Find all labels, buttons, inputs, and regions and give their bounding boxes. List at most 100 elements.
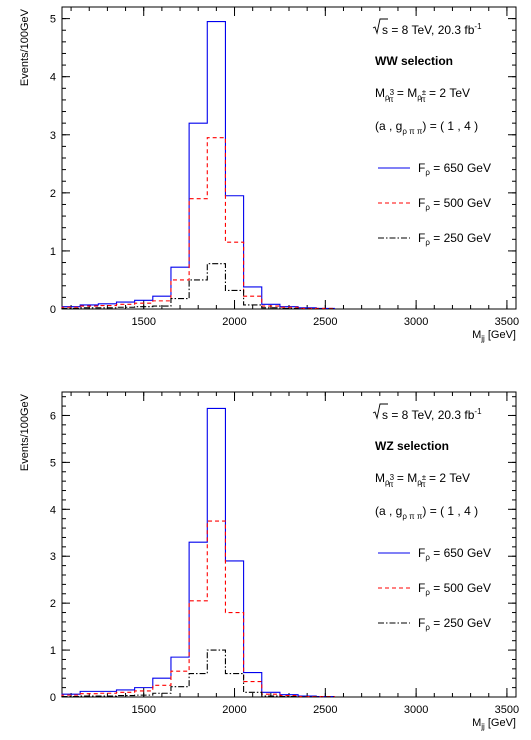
coupling-label: (a , gρ π π) = ( 1 , 4 ) — [375, 119, 478, 136]
mass-label: Mρ3 π = Mρ± π = 2 TeV — [375, 86, 470, 104]
histogram-series-1 — [61, 20, 335, 309]
energy-s: s — [382, 408, 388, 422]
y-tick-label: 1 — [50, 645, 56, 657]
legend-val: = 250 GeV — [430, 616, 491, 630]
legend-F: F — [418, 581, 425, 595]
histogram-series-2 — [61, 520, 335, 698]
legend-F: F — [418, 196, 425, 210]
histogram-series-3 — [61, 263, 335, 310]
mass-sub1b: π — [388, 480, 394, 489]
legend-label-1: Fρ = 650 GeV — [418, 546, 491, 562]
y-tick-label: 3 — [50, 551, 56, 563]
x-tick-label: 2000 — [222, 316, 246, 328]
coupling-post: ) = ( 1 , 4 ) — [422, 119, 478, 133]
legend-sub: ρ — [425, 623, 430, 632]
plot-frame — [61, 391, 517, 698]
energy-label: s = 8 TeV, 20.3 fb-1 — [382, 22, 482, 37]
mass-M1: M — [375, 86, 385, 100]
y-tick-label: 6 — [50, 410, 56, 422]
mass-val: = 2 TeV — [426, 471, 470, 485]
mass-sub2b: π — [420, 480, 426, 489]
mass-M2: = M — [394, 471, 418, 485]
x-tick-label: 2500 — [313, 704, 337, 716]
coupling-post: ) = ( 1 , 4 ) — [422, 504, 478, 518]
mass-sub2b: π — [420, 95, 426, 104]
histogram-series-1 — [61, 407, 335, 698]
mass-M2: = M — [394, 86, 418, 100]
selection-label: WZ selection — [375, 439, 449, 453]
y-axis-label: Events/100GeV — [19, 8, 31, 86]
y-tick-label: 2 — [50, 598, 56, 610]
chart-panel-1: 0 1 2 3 4 5 1500 2000 2500 3000 3500 Events/100GeV M… — [19, 6, 519, 343]
legend-val: = 500 GeV — [430, 196, 491, 210]
coupling-pre: (a , g — [375, 119, 402, 133]
x-tick-label: 3000 — [404, 704, 428, 716]
legend-sub: ρ — [425, 553, 430, 562]
y-tick-label: 3 — [50, 130, 56, 142]
y-tick-label: 5 — [50, 14, 56, 26]
histogram-series-2 — [61, 137, 335, 309]
legend-label-3: Fρ = 250 GeV — [418, 231, 491, 247]
x-axis-label-sub: jj — [480, 334, 485, 343]
y-tick-label: 1 — [50, 246, 56, 258]
y-axis-label: Events/100GeV — [19, 393, 31, 471]
x-axis-label: Mjj [GeV] — [472, 329, 516, 343]
y-tick-label: 2 — [50, 188, 56, 200]
mass-val: = 2 TeV — [426, 86, 470, 100]
legend-sub: ρ — [425, 168, 430, 177]
x-axis-label-unit: [GeV] — [485, 717, 516, 729]
legend-label-1: Fρ = 650 GeV — [418, 161, 491, 177]
x-axis-label-unit: [GeV] — [485, 329, 516, 341]
mass-label: Mρ3 π = Mρ± π = 2 TeV — [375, 471, 470, 489]
mass-sub1b: π — [388, 95, 394, 104]
legend-sub: ρ — [425, 203, 430, 212]
mass-M1: M — [375, 471, 385, 485]
x-axis-label: Mjj [GeV] — [472, 717, 516, 731]
energy-sup: -1 — [474, 22, 482, 31]
histogram-series-3 — [61, 649, 335, 698]
mass-sup1: 3 — [390, 473, 395, 482]
legend-label-3: Fρ = 250 GeV — [418, 616, 491, 632]
legend-val: = 500 GeV — [430, 581, 491, 595]
x-tick-label: 2000 — [222, 704, 246, 716]
y-tick-label: 0 — [50, 692, 56, 704]
mass-sub2: ρ — [417, 478, 422, 487]
x-tick-label: 2500 — [313, 316, 337, 328]
energy-label: s = 8 TeV, 20.3 fb-1 — [382, 407, 482, 422]
x-tick-label: 1500 — [131, 316, 155, 328]
y-tick-label: 5 — [50, 457, 56, 469]
x-tick-label: 1500 — [131, 704, 155, 716]
legend-val: = 650 GeV — [430, 161, 491, 175]
chart-panel-2: 0 1 2 3 4 5 6 1500 2000 2500 3000 3500 Events/100GeV… — [19, 391, 519, 731]
sqrt-icon — [372, 403, 388, 420]
sqrt-icon — [372, 18, 388, 35]
mass-sup2: ± — [422, 88, 427, 97]
selection-label: WW selection — [375, 54, 453, 68]
x-axis-label-main: M — [472, 329, 481, 341]
legend-F: F — [418, 546, 425, 560]
legend-sub: ρ — [425, 238, 430, 247]
energy-s: s — [382, 23, 388, 37]
x-axis-label-main: M — [472, 717, 481, 729]
mass-sub1: ρ — [385, 93, 390, 102]
x-tick-label: 3500 — [495, 704, 519, 716]
coupling-label: (a , gρ π π) = ( 1 , 4 ) — [375, 504, 478, 521]
coupling-sub: ρ π π — [402, 512, 423, 521]
legend-val: = 250 GeV — [430, 231, 491, 245]
y-tick-label: 4 — [50, 72, 56, 84]
energy-mid: = 8 TeV, 20.3 fb — [388, 408, 475, 422]
energy-sup: -1 — [474, 407, 482, 416]
y-tick-label: 0 — [50, 304, 56, 316]
mass-sup2: ± — [422, 473, 427, 482]
plot-frame — [61, 6, 517, 310]
x-tick-label: 3500 — [495, 316, 519, 328]
legend-sub: ρ — [425, 588, 430, 597]
coupling-sub: ρ π π — [402, 127, 423, 136]
mass-sup1: 3 — [390, 88, 395, 97]
y-tick-label: 4 — [50, 504, 56, 516]
legend-label-2: Fρ = 500 GeV — [418, 581, 491, 597]
x-axis-label-sub: jj — [480, 722, 485, 731]
coupling-pre: (a , g — [375, 504, 402, 518]
